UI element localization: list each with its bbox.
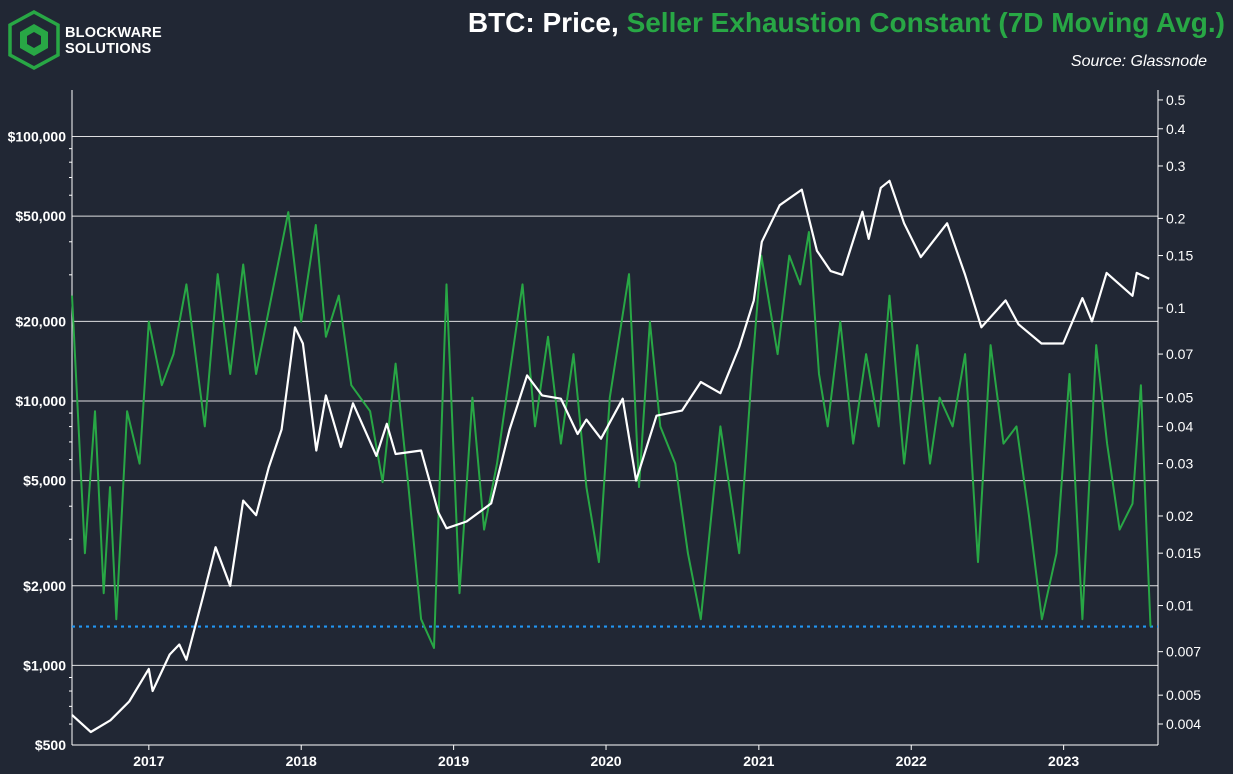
y-right-tick-label: 0.02 <box>1166 508 1193 524</box>
y-left-tick-label: $20,000 <box>15 313 66 329</box>
y-left-tick-label: $2,000 <box>23 578 66 594</box>
y-right-tick-label: 0.01 <box>1166 598 1193 614</box>
y-right-tick-label: 0.05 <box>1166 390 1193 406</box>
y-right-tick-label: 0.2 <box>1166 210 1186 226</box>
x-tick-label: 2023 <box>1048 753 1079 769</box>
right-axis-ticks: 0.5 0.4 0.3 0.2 0.15 0.1 0.07 0.05 0.04 0.03 0.02 0… <box>1158 92 1201 732</box>
title-price-part: BTC: Price, <box>467 7 627 38</box>
y-right-tick-label: 0.03 <box>1166 456 1193 472</box>
x-tick-label: 2022 <box>896 753 927 769</box>
y-right-tick-label: 0.15 <box>1166 248 1193 264</box>
y-right-tick-label: 0.3 <box>1166 158 1186 174</box>
x-tick-label: 2017 <box>133 753 164 769</box>
y-left-tick-label: $100,000 <box>8 129 67 145</box>
price-series-line <box>71 179 1150 734</box>
y-left-tick-label: $10,000 <box>15 393 66 409</box>
y-right-tick-label: 0.015 <box>1166 545 1201 561</box>
left-axis-ticks: $500 $1,000 $2,000 $5,000 $10,000 $20,000 $50,… <box>8 129 72 753</box>
y-right-tick-label: 0.4 <box>1166 121 1186 137</box>
series-group <box>71 179 1158 734</box>
x-axis-ticks: 2017 2018 2019 2020 2021 2022 2023 <box>133 745 1079 769</box>
x-tick-label: 2019 <box>438 753 469 769</box>
y-left-tick-label: $5,000 <box>23 473 66 489</box>
chart-source: Source: Glassnode <box>1070 53 1207 70</box>
y-right-tick-label: 0.004 <box>1166 716 1201 732</box>
y-right-tick-label: 0.005 <box>1166 687 1201 703</box>
gridlines <box>72 136 1158 666</box>
y-left-tick-label: $50,000 <box>15 208 66 224</box>
x-tick-label: 2020 <box>590 753 621 769</box>
sec-series-line <box>71 211 1152 649</box>
y-left-tick-label: $500 <box>35 737 66 753</box>
y-right-tick-label: 0.07 <box>1166 346 1193 362</box>
title-sec-part: Seller Exhaustion Constant (7D Moving Av… <box>626 7 1225 38</box>
y-right-tick-label: 0.007 <box>1166 644 1201 660</box>
plot-frame <box>71 90 1159 746</box>
chart-title: BTC: Price, Seller Exhaustion Constant (… <box>468 7 1225 39</box>
y-left-tick-label: $1,000 <box>23 657 66 673</box>
y-right-tick-label: 0.04 <box>1166 418 1193 434</box>
cube-logo-icon <box>8 10 60 70</box>
brand-name-line1: BLOCKWARE <box>65 25 162 41</box>
y-right-tick-label: 0.1 <box>1166 300 1186 316</box>
y-right-tick-label: 0.5 <box>1166 92 1186 108</box>
x-tick-label: 2018 <box>286 753 317 769</box>
brand-name-line2: SOLUTIONS <box>65 41 152 57</box>
blockware-logo: BLOCKWARE SOLUTIONS <box>6 8 162 74</box>
x-tick-label: 2021 <box>743 753 774 769</box>
